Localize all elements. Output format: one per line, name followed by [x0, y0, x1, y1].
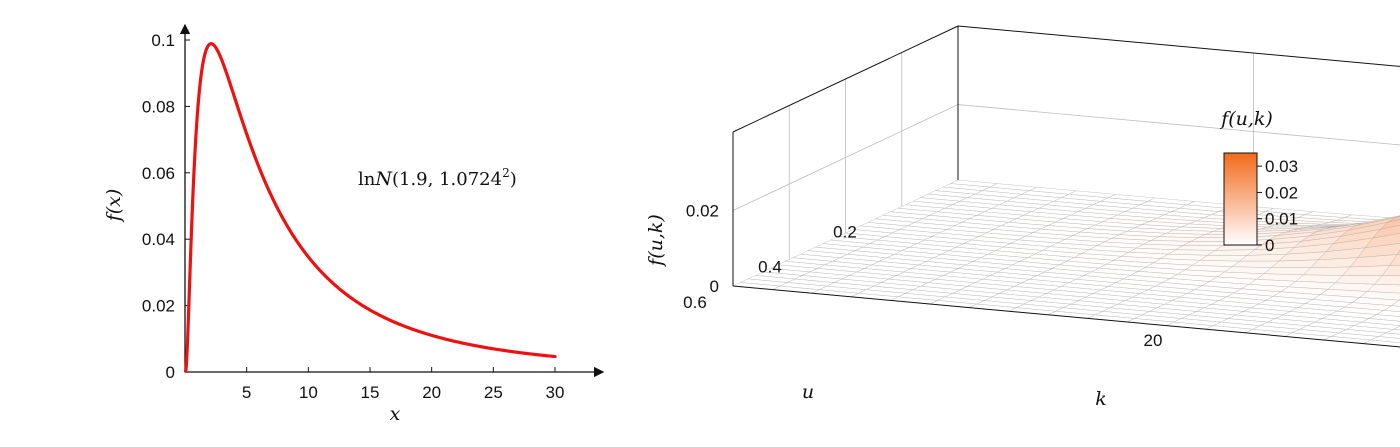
y-tick-label: 0	[166, 363, 175, 382]
surface-cell	[1383, 305, 1400, 312]
surface-cell	[1374, 275, 1400, 286]
colorbar-tick-label: 0	[1265, 236, 1274, 255]
surface-cell	[1302, 266, 1351, 276]
z-axis-title: f(u,k)	[645, 214, 667, 268]
x-tick-label: 10	[299, 383, 318, 402]
grid-line	[732, 104, 959, 211]
u-axis-title: u	[802, 381, 814, 403]
surface-cell	[1372, 224, 1400, 239]
annotation-close: )	[510, 169, 517, 190]
surface-cell	[1381, 264, 1400, 276]
colorbar-gradient	[1223, 152, 1258, 246]
surface-mesh	[732, 179, 1400, 348]
surface-cell	[1390, 299, 1400, 307]
surface-cell	[1360, 318, 1400, 326]
y-tick-label: 0.06	[142, 164, 175, 183]
u-tick-label: 0.2	[833, 222, 857, 241]
surface-cell	[1362, 339, 1400, 348]
x-tick-label: 15	[361, 383, 380, 402]
x-tick-label: 20	[422, 383, 441, 402]
k-axis-title: k	[1095, 388, 1107, 410]
surface-cell	[1368, 314, 1400, 322]
z-tick-label: 0.02	[686, 202, 719, 221]
y-tick-label: 0.04	[142, 230, 175, 249]
annotation-exponent: 2	[502, 166, 510, 180]
box-edge	[732, 25, 959, 133]
colorbar-tick-label: 0.01	[1265, 210, 1298, 229]
surface-cell	[1387, 216, 1400, 223]
colorbar-tick-label: 0.02	[1265, 183, 1298, 202]
annotation-args: (1.9, 1.0724	[392, 169, 502, 190]
surface-cell	[1231, 260, 1280, 268]
surface-cell	[1389, 253, 1400, 266]
lognormal-curve	[184, 42, 557, 373]
annotation-prefix: ln	[358, 169, 376, 190]
surface-cell	[1370, 336, 1400, 343]
chart3d-ticks: 0.20.40.620406000.02	[683, 202, 1163, 350]
surface-cell	[1364, 233, 1400, 249]
surface-cell	[1385, 329, 1400, 335]
surface-cell	[1377, 332, 1400, 339]
lognormal-density-chart: 5 10 15 20 25 30 0 0.02 0.04 0.06 0.08 0.1 x f(x) l…	[103, 23, 605, 425]
x-tick-label: 25	[484, 383, 503, 402]
chart2d-ticks: 5 10 15 20 25 30 0 0.02 0.04 0.06 0.08 0.1	[142, 31, 565, 402]
grid-line	[957, 104, 1400, 146]
distribution-annotation: lnN(1.9, 1.07242)	[358, 166, 517, 190]
colorbar: f(u,k) 0 0.01 0.02 0.03	[1219, 108, 1298, 255]
surface-cell	[1206, 249, 1256, 256]
surface-cell	[1334, 275, 1383, 285]
y-axis-title: f(x)	[103, 189, 125, 224]
surface-cell	[1392, 325, 1400, 331]
surface-chart: 0.20.40.620406000.02 u k f(u,k)	[645, 25, 1400, 410]
x-axis-title: x	[390, 403, 401, 425]
box-front-edges	[732, 285, 1400, 348]
u-tick-label: 0.6	[683, 293, 707, 312]
y-tick-label: 0.02	[142, 297, 175, 316]
x-tick-label: 5	[242, 383, 251, 402]
surface-cell	[1183, 241, 1231, 246]
z-tick-label: 0	[710, 277, 719, 296]
annotation-symbol: N	[374, 168, 393, 190]
colorbar-tick-label: 0.03	[1265, 157, 1298, 176]
k-tick-label: 20	[1144, 331, 1163, 350]
x-tick-label: 30	[546, 383, 565, 402]
y-tick-label: 0.08	[142, 97, 175, 116]
colorbar-ticks: 0 0.01 0.02 0.03	[1257, 157, 1298, 255]
surface-cell	[1379, 219, 1400, 230]
surface-cell	[1366, 283, 1400, 294]
u-tick-label: 0.4	[758, 258, 782, 277]
colorbar-title: f(u,k)	[1219, 108, 1273, 130]
y-tick-label: 0.1	[151, 31, 175, 50]
box-edge	[957, 25, 1400, 67]
box-edge	[732, 285, 1400, 348]
